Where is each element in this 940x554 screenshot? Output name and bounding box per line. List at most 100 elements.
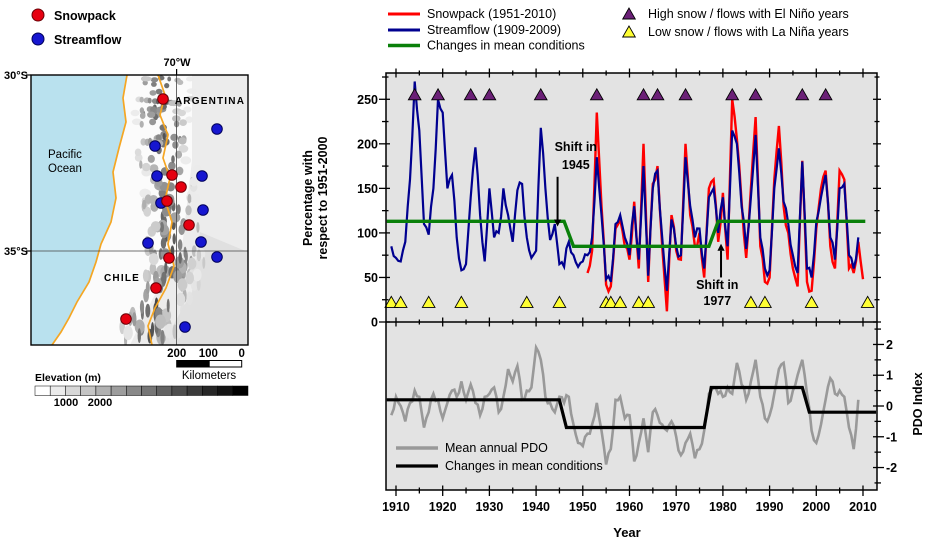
elevation-title: Elevation (m) [35, 372, 101, 384]
elnino-triangle [463, 87, 478, 101]
elevation-segment [95, 385, 112, 396]
mean-conditions-step-line-bottom [386, 385, 877, 430]
elevation-segment [232, 385, 249, 396]
charts-panel: 1910 1920 1930 1940 1950 1960 1970 1980 1990 2000… [357, 7, 897, 514]
plot-frame [385, 72, 878, 491]
snowpack-station-dot [120, 313, 132, 325]
mean-conditions-step-line-top [386, 219, 866, 249]
x-axis-title-year: Year [613, 525, 640, 540]
elnino-triangle [589, 87, 604, 101]
elnino-triangle [636, 87, 651, 101]
x-tick-label: 1940 [522, 500, 550, 514]
snowpack-station-dot [163, 252, 175, 264]
elnino-triangle [407, 87, 422, 101]
shift-annotation-text: 1945 [562, 158, 590, 172]
streamflow-station-dot [195, 236, 207, 248]
country-border [147, 75, 175, 345]
top-y-tick-label: 250 [357, 93, 378, 107]
bottom-legend-mean-label: Changes in mean conditions [445, 459, 603, 473]
legend-elnino-triangle [621, 7, 637, 20]
top-y-tick-label: 100 [357, 226, 378, 240]
snowpack-station-dot [161, 195, 173, 207]
legend-lanina-markers: Low snow / flows with La Niña years [648, 25, 849, 39]
top-ylabel-line2: respect to 1951-2000 [316, 136, 330, 259]
elnino-triangle [725, 87, 740, 101]
elnino-triangle [482, 87, 497, 101]
elevation-tick-label: 2000 [88, 397, 112, 409]
elevation-tick-label: 1000 [54, 397, 78, 409]
map-labels: Snowpack Streamflow 30°S 35°S 70°W ARGEN… [4, 9, 244, 384]
lanina-triangle [603, 295, 618, 308]
ocean-label: Pacific Ocean [48, 149, 82, 175]
bottom-legend-pdo-label: Mean annual PDO [445, 441, 548, 455]
elevation-segment [217, 385, 234, 396]
lanina-triangle [757, 295, 772, 308]
elevation-segment [49, 385, 66, 396]
elevation-segment [141, 385, 157, 396]
chart-labels: Snowpack (1951-2010) Streamflow (1909-20… [301, 7, 925, 540]
country-label-chile: CHILE [104, 273, 140, 284]
elevation-segment [171, 385, 188, 396]
shift-annotation-text: 1977 [703, 294, 731, 308]
lanina-triangle [519, 295, 534, 308]
snowpack-station-dot [183, 219, 195, 231]
elevation-segment [186, 385, 203, 396]
elnino-triangle [748, 87, 763, 101]
pdo-y-tick-label: 1 [886, 369, 893, 383]
pdo-y-tick-label: 2 [886, 338, 893, 352]
lon-label-70w: 70°W [163, 57, 191, 69]
legend-snowpack-series: Snowpack (1951-2010) [427, 7, 556, 21]
bottom-ylabel-pdo: PDO Index [911, 372, 925, 435]
lanina-triangle [454, 295, 469, 308]
top-y-tick-label: 50 [364, 271, 378, 285]
streamflow-station-dot [142, 237, 154, 249]
scalebar-unit: Kilometers [182, 370, 237, 382]
snowpack-legend-dot [31, 8, 45, 22]
streamflow-station-dot [211, 251, 223, 263]
pdo-y-tick-label: 0 [886, 400, 893, 414]
scalebar-black-segment [176, 360, 210, 368]
lat-label-35s: 35°S [4, 246, 28, 258]
elnino-triangle [430, 87, 446, 101]
snowpack-station-dot [175, 181, 187, 193]
lat-label-30s: 30°S [4, 70, 28, 82]
top-ylabel-line1: Percentage with [301, 150, 315, 246]
legend-streamflow-series: Streamflow (1909-2009) [427, 23, 561, 37]
x-tick-label: 1910 [382, 500, 410, 514]
streamflow-station-dot [196, 170, 208, 182]
map-content [31, 75, 248, 345]
x-tick-label: 1960 [616, 500, 644, 514]
elevation-segment [126, 385, 142, 396]
elnino-triangle [795, 87, 810, 101]
pdo-series-line [390, 343, 860, 465]
lanina-triangle [384, 295, 399, 308]
x-tick-label: 1950 [569, 500, 597, 514]
elnino-triangle [678, 87, 693, 101]
legend-lanina-triangle [621, 25, 637, 38]
lanina-triangle [613, 295, 628, 308]
top-y-tick-label: 200 [357, 137, 378, 151]
scalebar-tick-label: 100 [199, 348, 218, 360]
streamflow-station-dot [211, 123, 223, 135]
lanina-triangle [804, 295, 819, 308]
lanina-triangle [393, 295, 408, 308]
shift-annotation-text: Shift in [555, 140, 597, 154]
x-tick-label: 1970 [662, 500, 690, 514]
elnino-triangle [533, 87, 548, 101]
snowpack-station-dot [166, 169, 178, 181]
lanina-triangle [641, 295, 656, 308]
lanina-triangle [860, 295, 875, 308]
lanina-triangle [421, 295, 436, 308]
shift-annotation-arrowhead [553, 219, 562, 227]
x-tick-label: 2000 [802, 500, 830, 514]
elevation-segment [65, 385, 81, 396]
map-legend-snowpack-label: Snowpack [54, 9, 116, 23]
x-tick-label: 1990 [756, 500, 784, 514]
snowpack-station-dot [150, 282, 162, 294]
streamflow-station-dot [179, 321, 191, 333]
elevation-segment [202, 385, 218, 396]
streamflow-legend-dot [31, 32, 45, 46]
